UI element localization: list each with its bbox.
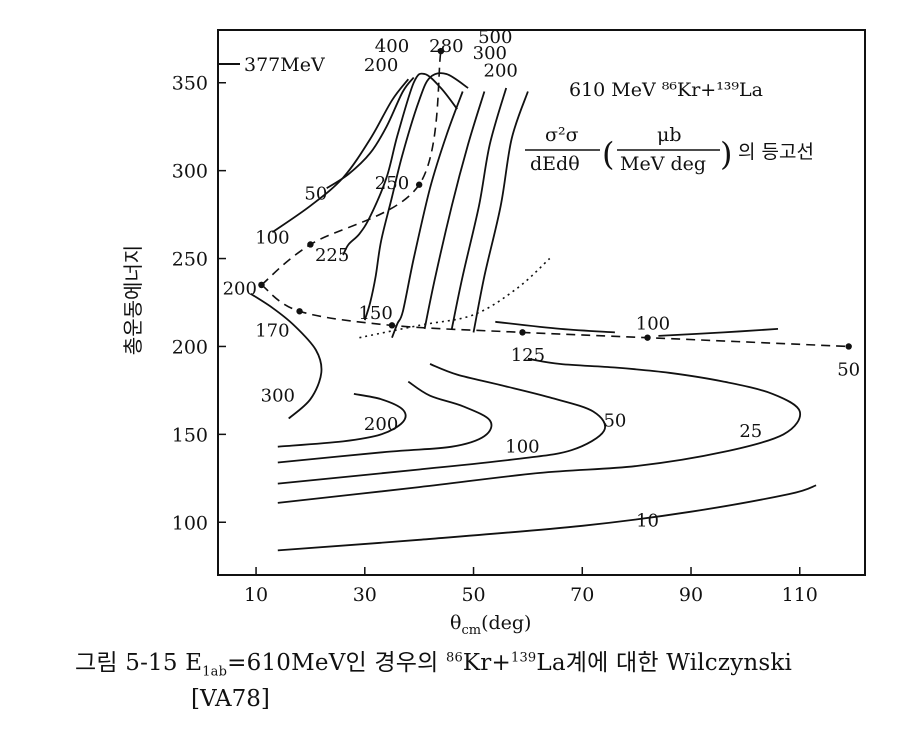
subtitle-open-paren: ( <box>602 135 614 173</box>
contour-label: 25 <box>739 421 762 442</box>
dotted-curve <box>359 257 551 339</box>
ridge-point <box>845 343 852 350</box>
x-tick-label: 50 <box>461 584 485 606</box>
contour-label: 100 <box>255 227 289 248</box>
contour-label: 500 <box>478 27 512 48</box>
contour-label: 280 <box>429 36 463 57</box>
ridge-line-upper <box>260 50 442 286</box>
y-tick-label: 250 <box>172 249 208 271</box>
ridge-point <box>296 308 303 315</box>
chart-title: 610 MeV ⁸⁶Kr+¹³⁹La <box>569 79 763 101</box>
x-tick-label: 90 <box>679 584 703 606</box>
contour-line-300 <box>250 292 323 420</box>
contour-line-100d <box>495 320 615 334</box>
contour-label: 125 <box>511 345 545 366</box>
contour-line-50 <box>277 363 606 485</box>
contour-label: 50 <box>304 184 327 205</box>
y-tick-label: 100 <box>172 512 208 534</box>
contour-label: 170 <box>255 321 289 342</box>
contour-label: 400 <box>375 36 409 57</box>
caption-prefix: 그림 5-15 E <box>75 650 203 676</box>
x-tick-label: 10 <box>244 584 268 606</box>
y-tick-label: 150 <box>172 424 208 446</box>
ridge-point <box>258 281 265 289</box>
contour-label: 200 <box>484 60 518 81</box>
contour-line-hi2 <box>450 87 508 330</box>
subtitle-close-paren: ) <box>720 135 732 173</box>
ridge-point <box>415 181 423 188</box>
x-tick-label: 30 <box>353 584 377 606</box>
contour-label: 50 <box>603 410 626 431</box>
subtitle-unit-numerator: μb <box>657 124 682 146</box>
chart-subtitle: σ²σ dEdθ ( μb MeV deg ) 의 등고선 <box>525 124 814 175</box>
y-tick-label: 300 <box>172 161 208 183</box>
contour-label: 200 <box>364 55 398 76</box>
caption-end: La계에 대한 Wilczynski <box>536 650 793 676</box>
ridge-point <box>307 241 314 248</box>
ridge-point <box>644 334 651 341</box>
caption-sub: 1ab <box>202 664 228 680</box>
contour-label: 150 <box>358 303 392 324</box>
contour-label: 100 <box>505 437 539 458</box>
contour-label: 200 <box>223 278 257 299</box>
y-tick-label: 350 <box>172 73 208 95</box>
subtitle-suffix: 의 등고선 <box>738 141 814 163</box>
contour-line-50b <box>326 76 415 189</box>
contour-line-10 <box>277 484 817 552</box>
caption-kr: Kr+ <box>462 650 511 676</box>
x-tick-label: 110 <box>782 584 818 606</box>
x-axis-label-html: θcm(deg) <box>450 612 532 638</box>
y-tick-label: 200 <box>172 336 208 358</box>
caption-sup-la: 139 <box>510 650 537 666</box>
contour-label: 300 <box>473 43 507 64</box>
contour-line-100 <box>277 380 493 464</box>
x-tick-label: 70 <box>570 584 594 606</box>
subtitle-unit-denominator: MeV deg <box>620 153 706 175</box>
beam-energy-label: 377MeV <box>244 54 325 76</box>
contour-line-200b <box>363 72 469 321</box>
contour-line-250a <box>342 72 458 256</box>
contour-line-100c <box>658 328 779 337</box>
caption-mid: =610MeV인 경우의 <box>227 650 446 676</box>
ridge-point <box>388 322 396 329</box>
subtitle-lhs-numerator: σ²σ <box>545 124 579 146</box>
plot-frame <box>217 29 866 576</box>
y-axis-label: 총운동에너지 <box>121 245 145 355</box>
figure-caption: 그림 5-15 E1ab=610MeV인 경우의 86Kr+139La계에 대한… <box>75 643 792 680</box>
contour-label: 300 <box>261 386 295 407</box>
contour-chart: 100 150 200 250 300 350 10 30 50 70 90 110 10 25 50 1… <box>121 27 866 606</box>
contour-line-hi1 <box>423 91 486 330</box>
ridge-point <box>519 329 526 336</box>
contour-label: 225 <box>315 245 349 266</box>
contour-line-hi3 <box>472 91 529 333</box>
figure-caption-ref: [VA78] <box>191 686 270 712</box>
contour-label: 200 <box>364 414 398 435</box>
contour-line-25 <box>277 357 802 504</box>
contour-line-150 <box>391 91 464 339</box>
contour-label: 250 <box>375 173 409 194</box>
contour-line-200 <box>277 393 407 448</box>
ridge-line-lower <box>261 284 849 348</box>
subtitle-lhs-denominator: dEdθ <box>530 153 580 175</box>
contour-label: 10 <box>636 511 659 532</box>
contour-label: 50 <box>837 359 860 380</box>
ridge-point <box>437 47 445 55</box>
contour-line-100b <box>271 78 410 233</box>
caption-sup-kr: 86 <box>445 650 463 666</box>
contour-label: 100 <box>636 314 670 335</box>
